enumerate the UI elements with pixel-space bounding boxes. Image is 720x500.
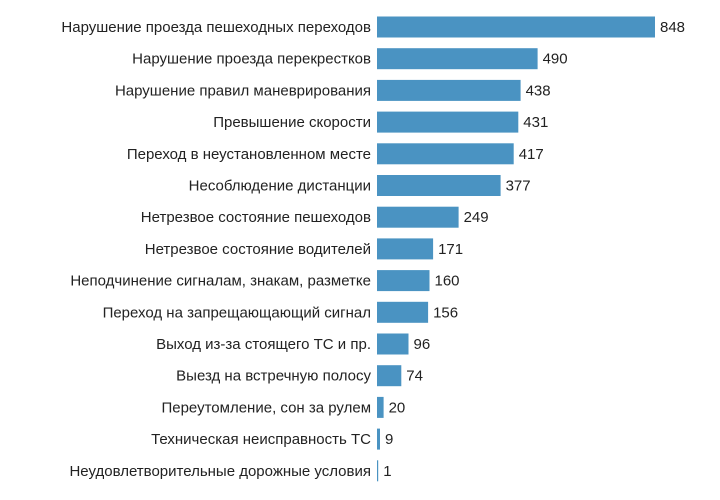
value-label-2: 438 (526, 82, 551, 99)
category-label-10: Выход из-за стоящего ТС и пр. (156, 336, 371, 353)
bar-11 (377, 365, 402, 387)
category-label-12: Переутомление, сон за рулем (161, 399, 371, 416)
bar-13 (377, 428, 380, 450)
value-label-13: 9 (385, 431, 393, 448)
category-label-2: Нарушение правил маневрирования (115, 82, 371, 99)
value-label-10: 96 (414, 336, 431, 353)
category-label-14: Неудовлетворительные дорожные условия (69, 463, 371, 480)
category-label-9: Переход на запрещающающий сигнал (103, 304, 371, 321)
bar-3 (377, 111, 519, 133)
bar-8 (377, 270, 430, 292)
category-labels-group: Нарушение проезда пешеходных переходов На… (61, 19, 371, 480)
value-label-9: 156 (433, 304, 458, 321)
value-label-8: 160 (435, 273, 460, 290)
category-label-7: Нетрезвое состояние водителей (145, 241, 371, 258)
value-label-14: 1 (383, 463, 391, 480)
value-label-5: 377 (506, 178, 531, 195)
bar-2 (377, 79, 521, 101)
value-label-11: 74 (406, 368, 423, 385)
bar-4 (377, 143, 514, 165)
value-label-3: 431 (523, 114, 548, 131)
category-label-1: Нарушение проезда перекрестков (132, 51, 371, 68)
category-label-5: Несоблюдение дистанции (189, 178, 371, 195)
category-label-13: Техническая неисправность ТС (151, 431, 371, 448)
value-label-7: 171 (438, 241, 463, 258)
category-label-0: Нарушение проезда пешеходных переходов (61, 19, 371, 36)
bar-9 (377, 301, 429, 323)
value-label-0: 848 (660, 19, 685, 36)
bar-6 (377, 206, 459, 228)
bar-5 (377, 175, 501, 196)
value-label-1: 490 (543, 51, 568, 68)
bar-1 (377, 48, 538, 70)
category-label-8: Неподчинение сигналам, знакам, разметке (70, 273, 371, 290)
value-label-6: 249 (464, 209, 489, 226)
bar-12 (377, 396, 384, 418)
bars-group (377, 16, 655, 482)
bar-0 (377, 16, 655, 38)
category-label-3: Превышение скорости (213, 114, 371, 131)
bar-7 (377, 238, 434, 260)
category-label-6: Нетрезвое состояние пешеходов (141, 209, 371, 226)
value-label-4: 417 (519, 146, 544, 163)
category-label-4: Переход в неустановленном месте (127, 146, 371, 163)
value-label-12: 20 (389, 399, 406, 416)
bar-14 (377, 460, 379, 482)
bar-10 (377, 333, 409, 355)
category-label-11: Выезд на встречную полосу (176, 368, 371, 385)
